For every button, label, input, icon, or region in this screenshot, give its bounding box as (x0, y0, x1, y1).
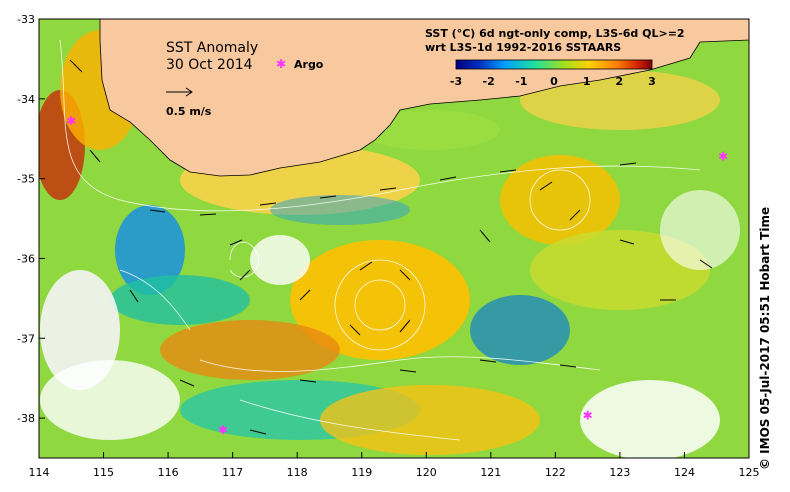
credit-text: © IMOS 05-Jul-2017 05:51 Hobart Time (758, 206, 772, 470)
sst-field (39, 19, 749, 458)
x-tick-label: 125 (739, 466, 760, 479)
argo-legend-label: Argo (294, 58, 324, 71)
current-vectors (69, 59, 713, 435)
x-tick-label: 117 (222, 466, 243, 479)
x-axis: 114 115 116 117 118 119 120 121 122 123 124 125 (29, 452, 760, 479)
y-tick-label: -33 (17, 13, 35, 26)
land-mass (99, 19, 749, 177)
colorbar-title-1: SST (°C) 6d ngt-only comp, L3S-6d QL>=2 (425, 27, 685, 40)
argo-float-marker: ✱ (218, 423, 228, 437)
x-tick-label: 122 (545, 466, 566, 479)
y-tick-label: -36 (17, 252, 35, 265)
x-tick-label: 123 (609, 466, 630, 479)
x-tick-label: 121 (480, 466, 501, 479)
colorbar-tick-label: -3 (450, 75, 462, 88)
y-tick-label: -38 (17, 412, 35, 425)
x-tick-label: 114 (29, 466, 50, 479)
scale-label: 0.5 m/s (166, 105, 212, 118)
x-tick-label: 115 (93, 466, 114, 479)
x-tick-label: 124 (674, 466, 695, 479)
colorbar-tick-label: 3 (648, 75, 656, 88)
streamlines (59, 39, 701, 441)
y-axis: -33 -34 -35 -36 -37 -38 (17, 13, 45, 425)
colorbar (455, 59, 653, 70)
argo-float-marker: ✱ (718, 149, 728, 163)
y-tick-label: -35 (17, 173, 35, 186)
plot-frame (38, 18, 750, 459)
y-tick-label: -34 (17, 93, 35, 106)
colorbar-tick-label: -1 (515, 75, 527, 88)
x-tick-label: 119 (351, 466, 372, 479)
map-date: 30 Oct 2014 (166, 57, 253, 73)
scale-arrow (166, 87, 193, 97)
argo-floats: ✱ ✱ ✱ ✱ (66, 114, 728, 437)
argo-float-marker: ✱ (583, 409, 593, 423)
colorbar-ticks: -3 -2 -1 0 1 2 3 (450, 75, 656, 88)
colorbar-tick-label: 2 (616, 75, 624, 88)
colorbar-tick-label: -2 (483, 75, 495, 88)
colorbar-title-2: wrt L3S-1d 1992-2016 SSTAARS (425, 41, 621, 54)
x-tick-label: 116 (158, 466, 179, 479)
x-tick-label: 120 (416, 466, 437, 479)
colorbar-tick-label: 1 (583, 75, 591, 88)
colorbar-tick-label: 0 (550, 75, 558, 88)
map-title: SST Anomaly (166, 40, 258, 56)
argo-legend-icon: ✱ (276, 57, 286, 71)
argo-float-marker: ✱ (66, 114, 76, 128)
y-tick-label: -37 (17, 332, 35, 345)
x-tick-label: 118 (287, 466, 308, 479)
